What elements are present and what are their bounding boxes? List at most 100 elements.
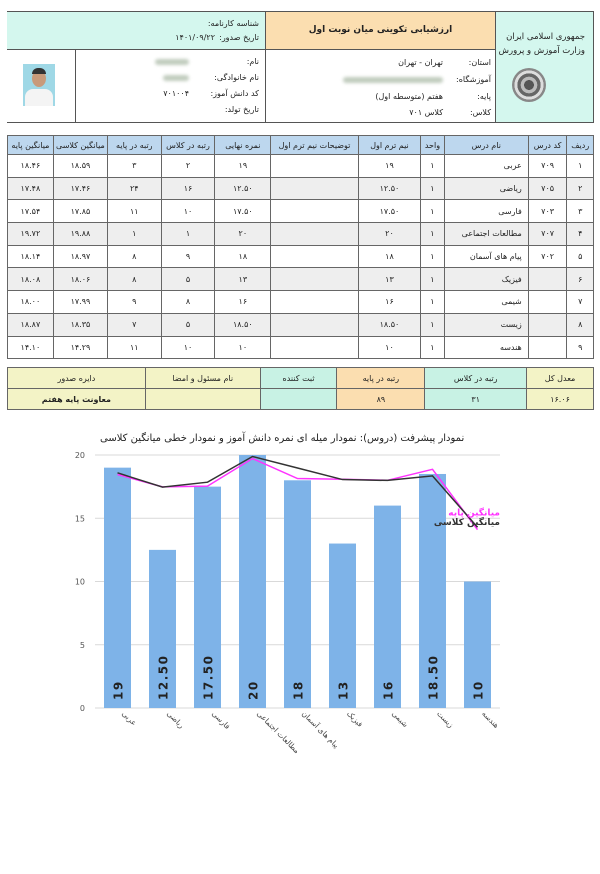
grade-average-line: [117, 457, 479, 531]
grades-cell: ۸: [107, 267, 162, 292]
y-tick-label: 5: [80, 641, 85, 650]
bar-data-label: 13: [337, 680, 351, 700]
bar: [149, 549, 176, 708]
grades-cell: هندسه: [443, 335, 529, 360]
summary-header-cell: معدل کل: [526, 367, 594, 389]
grades-cell: ۱: [160, 222, 216, 246]
bar: [284, 480, 311, 708]
report-title: ارزشیابی تکوینی میان نوبت اول: [308, 25, 453, 35]
summary-header-row: معدل کل رتبه در کلاس رتبه در پایه ثبت کننده…: [7, 367, 594, 389]
grades-cell: ۱۴.۱۰: [7, 335, 54, 360]
grades-cell: [527, 335, 568, 360]
school-label: آموزشگاه:: [456, 75, 491, 84]
grades-cell: ۲۰: [357, 222, 422, 246]
issue-date-label: تاریخ صدور:: [219, 33, 259, 42]
grades-cell: ۹: [566, 335, 594, 360]
grades-cell: ۵: [160, 267, 216, 292]
grades-cell: ۱۷.۹۹: [52, 290, 109, 314]
grades-cell: ۱۹.۸۸: [52, 222, 109, 246]
grade-value: هفتم (متوسطه اول): [375, 92, 443, 101]
student-info-block: نام: نام خانوادگی: کد دانش آموز: ۷۰۱۰۰۴ …: [75, 50, 265, 122]
summary-value-cell: [144, 388, 261, 410]
grades-cell: ۱۸.۰۶: [52, 267, 109, 292]
grades-cell: ۱۸.۴۶: [7, 154, 54, 178]
bar-data-label: 10: [472, 680, 486, 700]
summary-header-cell: ثبت کننده: [259, 367, 338, 389]
grades-col-header: نیم ترم اول: [357, 135, 422, 155]
grades-cell: ۷۰۹: [527, 154, 568, 178]
bar-data-label: 16: [382, 680, 396, 700]
grades-cell: ۱۰: [214, 335, 272, 360]
issue-date-value: ۱۴۰۱/۰۹/۲۲: [175, 33, 215, 42]
grades-cell: ۷۰۷: [527, 222, 568, 246]
grades-cell: ۱۰: [357, 335, 422, 360]
x-tick-label: پیام های آسمان: [300, 708, 341, 749]
bar: [104, 467, 131, 708]
summary-header-cell: رتبه در کلاس: [424, 367, 528, 389]
grades-cell: ۶: [566, 267, 594, 292]
bar: [239, 455, 266, 708]
grades-cell: ۱۳: [214, 267, 272, 292]
grades-cell: [270, 154, 359, 178]
grades-cell: ۱۷.۸۵: [52, 199, 109, 224]
grades-cell: ۳: [107, 154, 162, 178]
grades-cell: ۱۹.۷۲: [7, 222, 54, 246]
bar-data-label: 12.50: [157, 655, 171, 700]
grades-cell: ۱۱: [107, 199, 162, 224]
y-tick-label: 15: [75, 514, 85, 523]
grades-cell: ۱۴.۲۹: [52, 335, 109, 360]
ministry-block: جمهوری اسلامی ایران وزارت آموزش و پرورش: [495, 12, 593, 122]
chart-title: نمودار پیشرفت (دروس): نمودار میله ای نمر…: [100, 433, 465, 444]
grades-cell: ۱۷.۵۰: [357, 199, 422, 224]
y-tick-label: 10: [75, 578, 85, 587]
grades-cell: ۱: [420, 290, 445, 314]
grades-cell: [270, 199, 359, 224]
grades-cell: فیزیک: [443, 267, 529, 292]
grades-col-header: رتبه در کلاس: [160, 135, 216, 155]
grades-cell: ۷۰۲: [527, 244, 568, 269]
grades-cell: شیمی: [443, 290, 529, 314]
grades-cell: ۱۶: [160, 176, 216, 201]
grades-cell: [527, 312, 568, 337]
x-tick-label: شیمی: [390, 709, 410, 729]
province-label: استان:: [468, 58, 491, 67]
x-tick-label: مطالعات اجتماعی: [255, 709, 301, 755]
grades-cell: ۳: [566, 199, 594, 224]
grades-cell: ۱۷.۵۰: [214, 199, 272, 224]
class-value: کلاس ۷۰۱: [409, 108, 443, 117]
grades-cell: ۷: [107, 312, 162, 337]
grades-cell: [270, 176, 359, 201]
grades-cell: ۸: [107, 244, 162, 269]
province-value: تهران - تهران: [398, 58, 443, 67]
grades-cell: ۷۰۳: [527, 199, 568, 224]
bar-data-label: 18.50: [427, 655, 441, 700]
x-tick-label: ریاضی: [165, 709, 186, 730]
class-label: کلاس:: [469, 108, 491, 117]
school-name-redacted: [343, 77, 443, 83]
grades-cell: ۲۰: [214, 222, 272, 246]
grades-cell: ۵: [160, 312, 216, 337]
grades-col-header: میانگین پایه: [7, 135, 54, 155]
grades-cell: ۱۸.۹۷: [52, 244, 109, 269]
grades-cell: ۱: [420, 335, 445, 360]
summary-header-cell: رتبه در پایه: [336, 367, 426, 389]
grades-row: ۵ ۷۰۲ پیام های آسمان ۱ ۱۸ ۱۸ ۹ ۸ ۱۸.۹۷ ۱۸.۱۴: [7, 244, 594, 269]
grades-cell: ۲: [160, 154, 216, 178]
grades-cell: ۴: [566, 222, 594, 246]
grades-cell: ۱۸.۵۰: [214, 312, 272, 337]
grades-cell: [527, 290, 568, 314]
grades-row: ۲ ۷۰۵ ریاضی ۱ ۱۲.۵۰ ۱۲.۵۰ ۱۶ ۲۴ ۱۷.۴۶ ۱۷.۴۸: [7, 176, 594, 201]
summary-value-cell: ۸۹: [336, 388, 426, 410]
certificate-id-label: شناسه کارنامه:: [207, 19, 259, 28]
bar: [419, 473, 446, 708]
legend-grade-average: میانگین پایه: [448, 507, 500, 519]
grades-cell: ۱۷.۵۴: [7, 199, 54, 224]
grades-cell: ۱۸: [357, 244, 422, 269]
bar: [194, 486, 221, 708]
summary-value-cell: ۱۶.۰۶: [526, 388, 594, 410]
student-photo: [23, 64, 55, 106]
grades-cell: ۱۲.۵۰: [214, 176, 272, 201]
grades-cell: ۱۰: [160, 199, 216, 224]
grades-col-header: ردیف: [566, 135, 594, 155]
grade-label: پایه:: [477, 92, 491, 101]
